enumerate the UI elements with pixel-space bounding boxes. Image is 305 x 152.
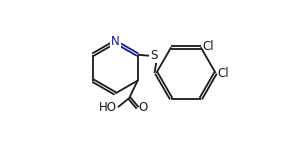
Text: Cl: Cl	[217, 67, 229, 80]
Text: S: S	[150, 49, 158, 62]
Text: Cl: Cl	[203, 40, 214, 54]
Text: O: O	[139, 101, 148, 114]
Text: HO: HO	[99, 101, 117, 114]
Text: N: N	[111, 35, 120, 48]
